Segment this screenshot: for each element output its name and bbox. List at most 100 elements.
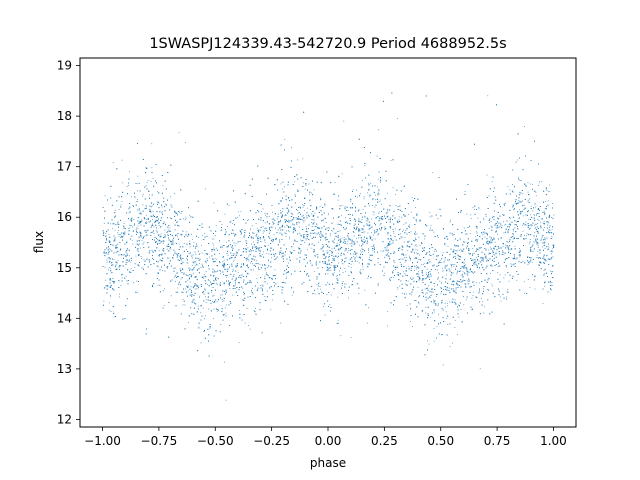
data-point bbox=[316, 284, 318, 285]
data-point bbox=[527, 200, 529, 202]
data-point bbox=[179, 211, 180, 213]
data-point bbox=[182, 304, 184, 306]
data-point bbox=[368, 250, 370, 251]
data-point bbox=[423, 262, 425, 264]
data-point bbox=[285, 230, 287, 232]
data-point bbox=[166, 248, 168, 250]
data-point bbox=[373, 244, 375, 246]
data-point bbox=[348, 266, 350, 267]
data-point bbox=[511, 264, 513, 265]
data-point bbox=[403, 223, 405, 225]
data-point bbox=[368, 228, 370, 230]
data-point bbox=[361, 219, 363, 221]
data-point bbox=[439, 260, 441, 261]
data-point bbox=[551, 236, 553, 237]
data-point bbox=[530, 225, 532, 227]
data-point bbox=[228, 240, 230, 241]
data-point bbox=[484, 233, 485, 235]
data-point bbox=[157, 284, 159, 286]
data-point bbox=[209, 256, 210, 258]
data-point bbox=[530, 205, 532, 207]
data-point bbox=[316, 264, 317, 266]
data-point bbox=[134, 196, 136, 198]
data-point bbox=[407, 280, 409, 282]
data-point bbox=[455, 250, 457, 251]
data-point bbox=[340, 335, 342, 337]
data-point bbox=[489, 265, 491, 267]
data-point bbox=[491, 283, 493, 285]
data-point bbox=[158, 240, 160, 242]
data-point bbox=[519, 256, 521, 258]
data-point bbox=[139, 210, 141, 212]
data-point bbox=[390, 235, 392, 237]
data-point bbox=[308, 183, 310, 185]
data-point bbox=[402, 229, 404, 231]
data-point bbox=[150, 203, 152, 205]
data-point bbox=[246, 245, 247, 246]
data-point bbox=[236, 253, 238, 255]
data-point bbox=[540, 221, 542, 223]
data-point bbox=[333, 256, 335, 257]
data-point bbox=[522, 224, 524, 226]
data-point bbox=[418, 236, 420, 238]
data-point bbox=[147, 179, 149, 181]
data-point bbox=[528, 193, 530, 195]
data-point bbox=[224, 361, 225, 363]
data-point bbox=[341, 237, 343, 239]
data-point bbox=[363, 238, 365, 240]
data-point bbox=[280, 212, 282, 214]
data-point bbox=[497, 227, 499, 229]
data-point bbox=[177, 235, 178, 237]
data-point bbox=[256, 281, 258, 283]
data-point bbox=[251, 243, 252, 245]
data-point bbox=[383, 250, 385, 252]
data-point bbox=[187, 262, 189, 264]
data-point bbox=[333, 272, 335, 274]
data-point bbox=[280, 250, 282, 252]
data-point bbox=[204, 188, 206, 190]
data-point bbox=[205, 262, 207, 264]
data-point bbox=[152, 211, 154, 212]
data-point bbox=[418, 271, 419, 273]
data-point bbox=[327, 257, 329, 258]
data-point bbox=[543, 270, 545, 271]
data-point bbox=[539, 261, 541, 262]
data-point bbox=[191, 257, 193, 259]
data-point bbox=[305, 238, 307, 240]
data-point bbox=[354, 258, 356, 260]
data-point bbox=[356, 260, 358, 262]
data-point bbox=[108, 240, 110, 242]
data-point bbox=[390, 234, 391, 236]
data-point bbox=[286, 276, 287, 278]
data-point bbox=[179, 257, 181, 258]
data-point bbox=[110, 262, 112, 264]
data-point bbox=[434, 251, 436, 253]
data-point bbox=[108, 261, 110, 263]
data-point bbox=[522, 200, 523, 202]
data-point bbox=[129, 171, 130, 172]
data-point bbox=[331, 248, 333, 250]
data-point bbox=[333, 259, 335, 261]
data-point bbox=[199, 262, 200, 264]
data-point bbox=[442, 267, 444, 269]
data-point bbox=[310, 262, 312, 264]
data-point bbox=[362, 266, 364, 268]
data-point bbox=[327, 227, 329, 229]
data-point bbox=[473, 281, 475, 283]
data-point bbox=[231, 255, 233, 256]
data-point bbox=[152, 224, 154, 226]
data-point bbox=[104, 195, 106, 197]
data-point bbox=[458, 316, 460, 318]
data-point bbox=[416, 258, 418, 259]
data-point bbox=[132, 205, 134, 207]
data-point bbox=[360, 269, 362, 271]
data-point bbox=[305, 226, 307, 228]
data-point bbox=[120, 204, 122, 206]
data-point bbox=[143, 241, 145, 243]
data-point bbox=[493, 238, 495, 240]
data-point bbox=[516, 221, 517, 223]
data-point bbox=[235, 284, 237, 286]
data-point bbox=[155, 217, 157, 218]
data-point bbox=[546, 189, 548, 191]
data-point bbox=[174, 267, 176, 269]
